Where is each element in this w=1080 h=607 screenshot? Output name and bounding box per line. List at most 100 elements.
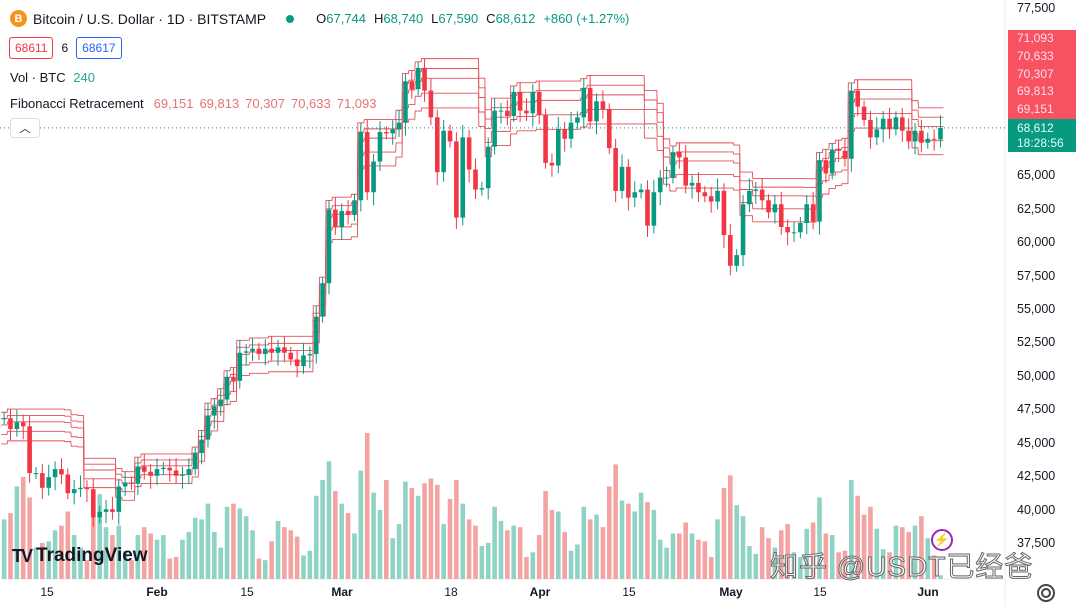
symbol-title[interactable]: Bitcoin / U.S. Dollar · 1D · BITSTAMP <box>33 10 267 27</box>
candle-body <box>454 141 459 218</box>
candle-body <box>396 122 402 130</box>
collapse-legend-button[interactable]: ︿ <box>10 118 40 138</box>
sell-button[interactable]: 68611 <box>9 37 54 59</box>
volume-bar <box>492 506 497 579</box>
volume-bar <box>333 491 338 579</box>
candle-body <box>384 132 389 134</box>
volume-bar <box>301 555 306 579</box>
volume-bar <box>237 508 243 579</box>
volume-bar <box>823 533 829 579</box>
time-tick-label: Jun <box>917 585 939 599</box>
price-tick-label: 42,500 <box>1017 469 1056 484</box>
time-tick-label: 18 <box>444 585 458 599</box>
candle-body <box>498 110 504 112</box>
fib-value: 70,633 <box>290 96 331 111</box>
volume-bar <box>97 494 102 579</box>
volume-bar <box>46 541 52 579</box>
candle-body <box>91 489 96 518</box>
volume-bar <box>14 486 20 579</box>
volume-bar <box>141 527 147 579</box>
candle-body <box>409 81 415 90</box>
volume-bar <box>40 542 45 579</box>
volume-bar <box>78 547 83 579</box>
tradingview-logo[interactable]: TV TradingView <box>12 545 148 566</box>
candle-body <box>619 166 625 191</box>
volume-bar <box>912 525 918 579</box>
candle-body <box>199 439 204 454</box>
candle-body <box>161 467 166 470</box>
order-panel: 68611 6 68617 <box>9 37 122 59</box>
volume-bar <box>938 575 943 579</box>
candle-body <box>766 200 771 213</box>
volume-bar <box>20 476 26 579</box>
volume-bar <box>632 511 638 579</box>
candle-body <box>40 473 45 488</box>
volume-bar <box>721 487 727 579</box>
candle-body <box>798 223 803 233</box>
volume-bar <box>485 542 491 579</box>
candle-body <box>919 130 924 143</box>
volume-bar <box>71 535 77 579</box>
volume-bar <box>868 506 873 579</box>
volume-bar <box>606 486 612 579</box>
volume-bar <box>759 527 765 579</box>
volume-bar <box>899 527 905 579</box>
volume-bar <box>804 528 810 579</box>
market-status-icon <box>286 14 295 23</box>
price-tick-label: 45,000 <box>1017 435 1056 450</box>
candle-body <box>530 91 536 114</box>
volume-bar <box>250 530 255 579</box>
candle-body <box>320 283 325 317</box>
candle-body <box>836 149 841 151</box>
candle-body <box>1 418 7 420</box>
candle-body <box>600 101 606 110</box>
candle-body <box>753 189 759 191</box>
buy-button[interactable]: 68617 <box>76 37 122 59</box>
volume-legend[interactable]: Vol · BTC 240 <box>10 70 95 85</box>
price-tick-label: 65,000 <box>1017 168 1056 183</box>
fib-legend[interactable]: Fibonacci Retracement 69,151 69,813 70,3… <box>10 96 377 111</box>
candle-body <box>307 354 313 356</box>
candle-body <box>333 209 338 228</box>
fib-tag: 70,633 <box>1008 48 1076 66</box>
spread-value: 6 <box>61 41 69 55</box>
volume-bar <box>696 539 701 579</box>
volume-bar <box>842 550 848 579</box>
volume-bar <box>829 535 835 579</box>
volume-bar <box>575 544 580 579</box>
volume-bar <box>785 524 790 579</box>
candle-body <box>823 160 829 174</box>
candle-body <box>27 426 32 474</box>
candle-body <box>364 132 370 193</box>
candle-body <box>715 190 720 202</box>
candle-body <box>677 152 682 158</box>
volume-bar <box>594 514 599 579</box>
candle-body <box>288 352 294 360</box>
volume-bar <box>772 547 778 579</box>
watermark: 知乎 @USDT已经爸 <box>769 551 1034 583</box>
time-tick-label: May <box>719 585 743 599</box>
volume-bar <box>517 527 523 579</box>
volume-bar <box>224 506 230 579</box>
candle-body <box>492 110 497 147</box>
candle-body <box>810 204 816 222</box>
volume-bar <box>192 517 198 579</box>
candle-body <box>59 469 64 475</box>
candle-body <box>154 469 160 476</box>
candle-body <box>256 348 262 355</box>
candle-body <box>536 91 542 115</box>
volume-bar <box>33 547 39 579</box>
candle-body <box>549 162 555 166</box>
candle-body <box>785 227 790 233</box>
volume-bar <box>371 492 376 579</box>
volume-bar <box>689 533 695 579</box>
candle-body <box>129 482 134 484</box>
settings-icon[interactable] <box>1037 584 1055 602</box>
volume-bar <box>269 541 274 579</box>
fib-tag: 69,813 <box>1008 83 1076 101</box>
volume-bar <box>180 539 185 579</box>
volume-bar <box>683 522 689 579</box>
candle-body <box>632 192 638 198</box>
lightning-icon[interactable]: ⚡ <box>931 529 953 551</box>
